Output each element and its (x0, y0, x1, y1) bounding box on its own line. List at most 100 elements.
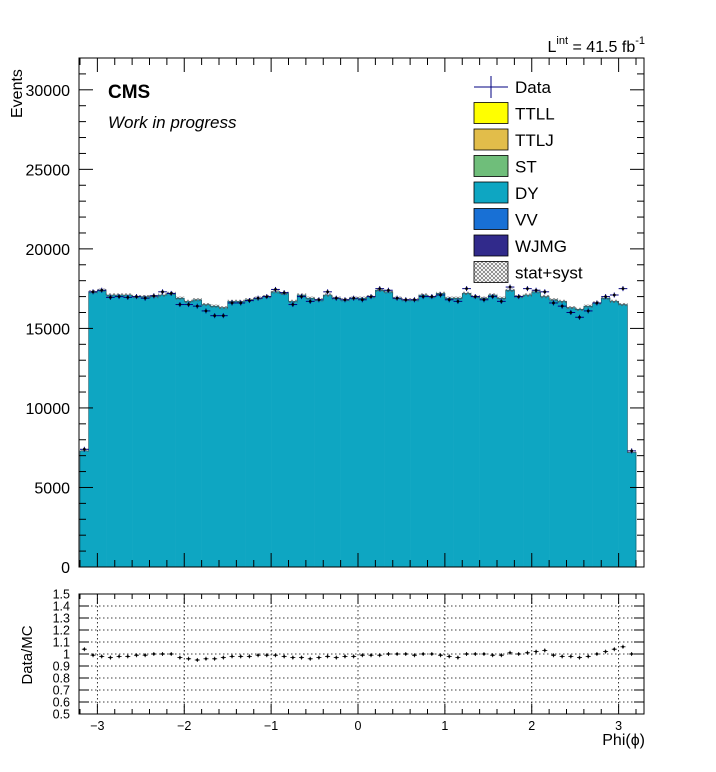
data-point (462, 286, 471, 292)
y-tick-label: 5000 (34, 480, 70, 497)
dy-bar (479, 298, 489, 567)
ratio-point (498, 653, 504, 658)
uncertainty-box (575, 307, 585, 311)
dy-bar (349, 298, 359, 567)
data-point (279, 290, 289, 296)
dy-bar (418, 295, 428, 567)
data-point (609, 292, 619, 298)
ratio-point (542, 648, 548, 653)
legend-label: stat+syst (515, 264, 583, 283)
uncertainty-box (323, 293, 333, 297)
dy-bar (366, 296, 376, 567)
ratio-point (611, 647, 617, 652)
uncertainty-box (201, 302, 211, 307)
legend-swatch (473, 102, 509, 124)
legend-swatch (473, 261, 509, 283)
dy-bar (601, 298, 611, 567)
ratio-y-tick-label: 1.5 (53, 588, 70, 602)
data-point (219, 313, 228, 319)
dy-bar (88, 291, 98, 567)
stack-histogram (79, 289, 637, 567)
dy-bar (514, 296, 524, 567)
dy-bar (262, 296, 272, 567)
dy-bar (523, 295, 533, 567)
ratio-point (472, 652, 478, 656)
ratio-point (629, 652, 635, 656)
dy-bar (227, 301, 237, 567)
ratio-y-tick-label: 0.8 (53, 672, 70, 686)
legend-entry: DY (473, 181, 539, 204)
uncertainty-box (175, 296, 185, 300)
ratio-point (107, 655, 113, 660)
dy-bar (210, 306, 220, 567)
ratio-point (151, 652, 157, 656)
data-point (158, 289, 167, 295)
ratio-point (594, 652, 600, 656)
data-point (132, 294, 141, 300)
ratio-axes: 0.50.60.70.80.911.11.21.31.41.5−3 −2 −1 0 1 2… (53, 588, 644, 733)
data-point (418, 294, 428, 300)
ratio-point (264, 653, 270, 658)
dy-bar (566, 307, 576, 567)
y-tick-label: 10000 (26, 401, 71, 418)
ratio-axis-title: Data/MC (19, 625, 36, 684)
dy-bar (140, 296, 150, 567)
data-point (253, 295, 263, 301)
ratio-point (342, 654, 348, 659)
legend-entry: TTLJ (473, 128, 554, 151)
uncertainty-box (184, 299, 194, 303)
dy-bar (97, 290, 107, 567)
dy-bar (470, 296, 480, 567)
data-point (497, 298, 506, 304)
dy-bar (375, 290, 385, 567)
data-point (80, 446, 89, 452)
data-point (97, 287, 107, 293)
uncertainty-box (210, 304, 220, 308)
ratio-x-tick-label: 3 (615, 719, 622, 733)
ratio-point (272, 653, 278, 658)
legend-swatch (473, 155, 509, 177)
cms-label: CMS (108, 82, 150, 103)
ratio-point (299, 655, 305, 660)
data-point (358, 297, 367, 303)
ratio-y-tick-label: 0.6 (53, 696, 70, 710)
data-point (366, 294, 376, 300)
data-point (427, 294, 437, 300)
ratio-point (550, 653, 556, 658)
data-point (106, 294, 115, 300)
data-point (549, 300, 558, 306)
ratio-point (307, 656, 313, 661)
ratio-point (90, 653, 96, 658)
dy-bar (106, 295, 116, 567)
dy-bar (114, 295, 124, 567)
data-point (540, 289, 550, 295)
lumi-label: Lint = 41.5 fb-1 (548, 35, 645, 56)
ratio-point (125, 654, 131, 659)
data-point (314, 297, 324, 303)
dy-bar (236, 301, 246, 567)
dy-bar (618, 304, 628, 567)
ratio-point (533, 649, 539, 654)
dy-bar (314, 299, 324, 567)
y-tick-label: 30000 (26, 83, 71, 100)
ratio-point (351, 654, 357, 659)
uncertainty-box (609, 299, 619, 303)
data-point (410, 297, 419, 303)
dy-bar (497, 298, 506, 567)
upper-pad: 0 5000 10000 15000 20000 25000 30000 Events CM… (9, 57, 645, 577)
data-point (401, 297, 411, 303)
data-point (166, 290, 176, 296)
ratio-point (490, 653, 496, 658)
ratio-x-tick-label: −1 (264, 719, 278, 733)
data-point (392, 295, 402, 301)
data-point (331, 295, 341, 301)
data-point (583, 308, 593, 314)
dy-bar (609, 301, 619, 567)
ratio-point (168, 652, 174, 656)
ratio-point (577, 655, 583, 660)
dy-bar (253, 298, 263, 567)
data-points (80, 284, 636, 454)
legend-label: Data (515, 78, 551, 97)
data-point (592, 300, 602, 306)
legend-label: ST (515, 158, 537, 177)
